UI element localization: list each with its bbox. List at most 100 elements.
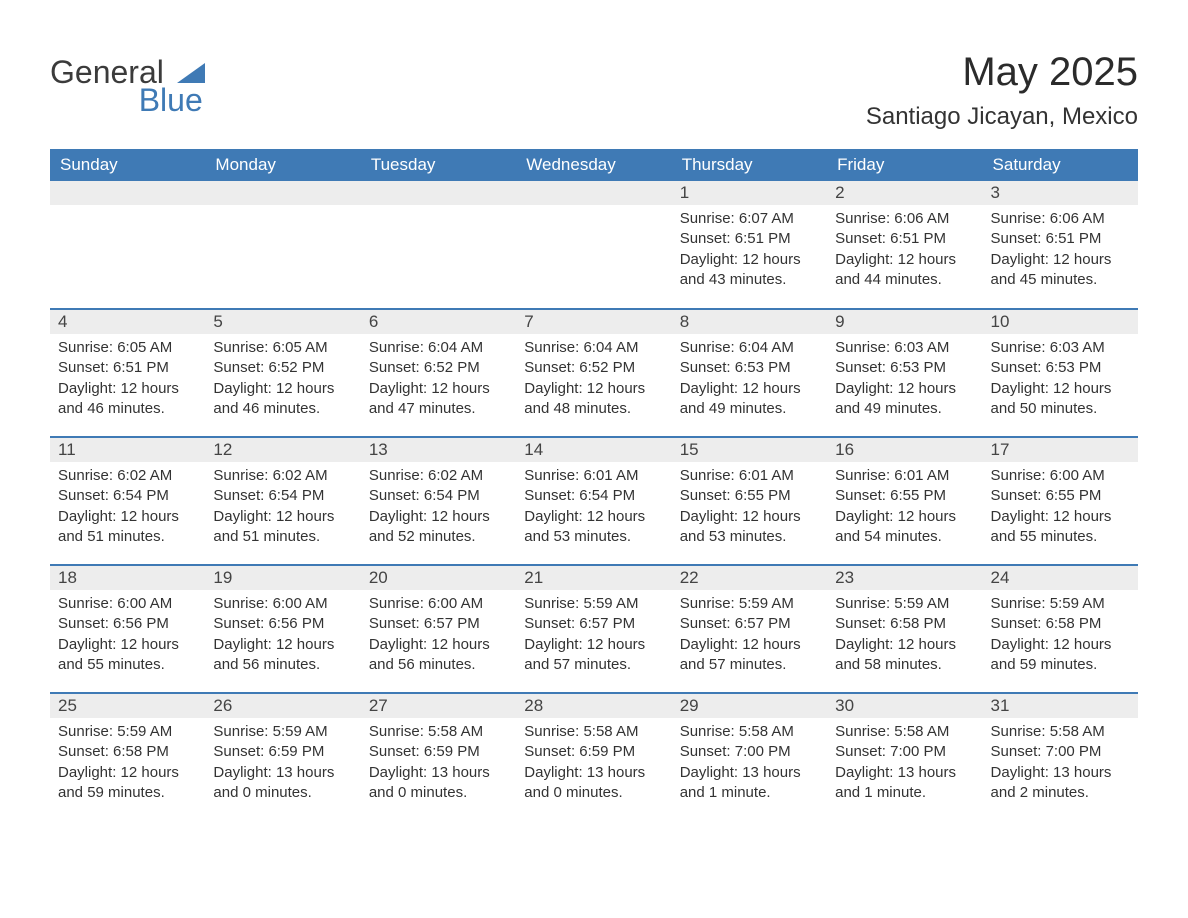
daylight-line1: Daylight: 12 hours (58, 635, 197, 655)
sunset: Sunset: 6:54 PM (369, 486, 508, 506)
daylight-line1: Daylight: 12 hours (680, 379, 819, 399)
day-number: 14 (516, 438, 671, 462)
day-body: Sunrise: 5:59 AMSunset: 6:58 PMDaylight:… (983, 590, 1138, 685)
sunrise: Sunrise: 6:04 AM (524, 338, 663, 358)
sunset: Sunset: 7:00 PM (680, 742, 819, 762)
day-cell (205, 181, 360, 309)
day-body: Sunrise: 6:06 AMSunset: 6:51 PMDaylight:… (827, 205, 982, 300)
day-number: 3 (983, 181, 1138, 205)
sunset: Sunset: 6:53 PM (835, 358, 974, 378)
daylight-line1: Daylight: 13 hours (835, 763, 974, 783)
col-sunday: Sunday (50, 149, 205, 181)
day-number: 2 (827, 181, 982, 205)
daylight-line1: Daylight: 12 hours (991, 507, 1130, 527)
day-body: Sunrise: 5:59 AMSunset: 6:57 PMDaylight:… (672, 590, 827, 685)
sunset: Sunset: 6:58 PM (835, 614, 974, 634)
day-cell: 30Sunrise: 5:58 AMSunset: 7:00 PMDayligh… (827, 693, 982, 821)
daylight-line1: Daylight: 13 hours (213, 763, 352, 783)
sunrise: Sunrise: 5:59 AM (213, 722, 352, 742)
day-cell: 23Sunrise: 5:59 AMSunset: 6:58 PMDayligh… (827, 565, 982, 693)
sunrise: Sunrise: 5:59 AM (991, 594, 1130, 614)
sunset: Sunset: 6:57 PM (680, 614, 819, 634)
sunset: Sunset: 6:58 PM (991, 614, 1130, 634)
day-body: Sunrise: 5:58 AMSunset: 7:00 PMDaylight:… (827, 718, 982, 813)
day-body: Sunrise: 6:01 AMSunset: 6:55 PMDaylight:… (827, 462, 982, 557)
daylight-line1: Daylight: 12 hours (680, 635, 819, 655)
day-number: 5 (205, 310, 360, 334)
sunrise: Sunrise: 6:00 AM (213, 594, 352, 614)
sunrise: Sunrise: 6:02 AM (58, 466, 197, 486)
sunset: Sunset: 6:51 PM (991, 229, 1130, 249)
day-body: Sunrise: 5:59 AMSunset: 6:58 PMDaylight:… (827, 590, 982, 685)
daylight-line2: and 50 minutes. (991, 399, 1130, 419)
day-number: 21 (516, 566, 671, 590)
daylight-line2: and 43 minutes. (680, 270, 819, 290)
logo: General Blue (50, 50, 205, 116)
daylight-line1: Daylight: 12 hours (524, 507, 663, 527)
col-friday: Friday (827, 149, 982, 181)
day-cell: 12Sunrise: 6:02 AMSunset: 6:54 PMDayligh… (205, 437, 360, 565)
calendar-table: Sunday Monday Tuesday Wednesday Thursday… (50, 149, 1138, 821)
daylight-line2: and 2 minutes. (991, 783, 1130, 803)
sunrise: Sunrise: 5:58 AM (991, 722, 1130, 742)
daylight-line1: Daylight: 12 hours (991, 250, 1130, 270)
daylight-line1: Daylight: 12 hours (991, 379, 1130, 399)
sunset: Sunset: 6:59 PM (213, 742, 352, 762)
daylight-line2: and 57 minutes. (524, 655, 663, 675)
day-cell: 8Sunrise: 6:04 AMSunset: 6:53 PMDaylight… (672, 309, 827, 437)
daylight-line1: Daylight: 13 hours (991, 763, 1130, 783)
daylight-line2: and 57 minutes. (680, 655, 819, 675)
day-cell: 6Sunrise: 6:04 AMSunset: 6:52 PMDaylight… (361, 309, 516, 437)
daylight-line2: and 55 minutes. (58, 655, 197, 675)
day-body: Sunrise: 6:02 AMSunset: 6:54 PMDaylight:… (50, 462, 205, 557)
day-number: 4 (50, 310, 205, 334)
day-body: Sunrise: 6:05 AMSunset: 6:52 PMDaylight:… (205, 334, 360, 429)
sunrise: Sunrise: 6:02 AM (369, 466, 508, 486)
day-body: Sunrise: 6:06 AMSunset: 6:51 PMDaylight:… (983, 205, 1138, 300)
daylight-line1: Daylight: 12 hours (213, 635, 352, 655)
daylight-line2: and 48 minutes. (524, 399, 663, 419)
sunrise: Sunrise: 5:58 AM (835, 722, 974, 742)
daylight-line2: and 0 minutes. (213, 783, 352, 803)
day-number: 11 (50, 438, 205, 462)
day-cell: 22Sunrise: 5:59 AMSunset: 6:57 PMDayligh… (672, 565, 827, 693)
day-cell: 13Sunrise: 6:02 AMSunset: 6:54 PMDayligh… (361, 437, 516, 565)
sunrise: Sunrise: 6:00 AM (991, 466, 1130, 486)
sunrise: Sunrise: 6:03 AM (991, 338, 1130, 358)
day-cell (361, 181, 516, 309)
day-body: Sunrise: 6:00 AMSunset: 6:55 PMDaylight:… (983, 462, 1138, 557)
day-cell: 25Sunrise: 5:59 AMSunset: 6:58 PMDayligh… (50, 693, 205, 821)
sunrise: Sunrise: 6:04 AM (369, 338, 508, 358)
day-number: 22 (672, 566, 827, 590)
daylight-line1: Daylight: 12 hours (524, 635, 663, 655)
sunset: Sunset: 6:52 PM (369, 358, 508, 378)
day-number: 31 (983, 694, 1138, 718)
daylight-line1: Daylight: 13 hours (369, 763, 508, 783)
day-cell: 17Sunrise: 6:00 AMSunset: 6:55 PMDayligh… (983, 437, 1138, 565)
day-body: Sunrise: 6:03 AMSunset: 6:53 PMDaylight:… (827, 334, 982, 429)
daylight-line2: and 47 minutes. (369, 399, 508, 419)
day-number: 15 (672, 438, 827, 462)
day-number: 25 (50, 694, 205, 718)
day-cell (50, 181, 205, 309)
sunset: Sunset: 6:56 PM (58, 614, 197, 634)
daylight-line2: and 45 minutes. (991, 270, 1130, 290)
day-cell: 3Sunrise: 6:06 AMSunset: 6:51 PMDaylight… (983, 181, 1138, 309)
day-cell (516, 181, 671, 309)
daylight-line1: Daylight: 12 hours (524, 379, 663, 399)
daylight-line1: Daylight: 12 hours (835, 507, 974, 527)
daylight-line1: Daylight: 13 hours (680, 763, 819, 783)
daylight-line2: and 56 minutes. (213, 655, 352, 675)
sunrise: Sunrise: 6:00 AM (369, 594, 508, 614)
day-number: 7 (516, 310, 671, 334)
daylight-line1: Daylight: 12 hours (680, 507, 819, 527)
sunrise: Sunrise: 6:01 AM (835, 466, 974, 486)
day-number: 30 (827, 694, 982, 718)
sunrise: Sunrise: 6:07 AM (680, 209, 819, 229)
day-body: Sunrise: 6:07 AMSunset: 6:51 PMDaylight:… (672, 205, 827, 300)
sunset: Sunset: 6:58 PM (58, 742, 197, 762)
sunset: Sunset: 6:55 PM (991, 486, 1130, 506)
sunset: Sunset: 6:53 PM (991, 358, 1130, 378)
daylight-line2: and 0 minutes. (524, 783, 663, 803)
day-number: 17 (983, 438, 1138, 462)
